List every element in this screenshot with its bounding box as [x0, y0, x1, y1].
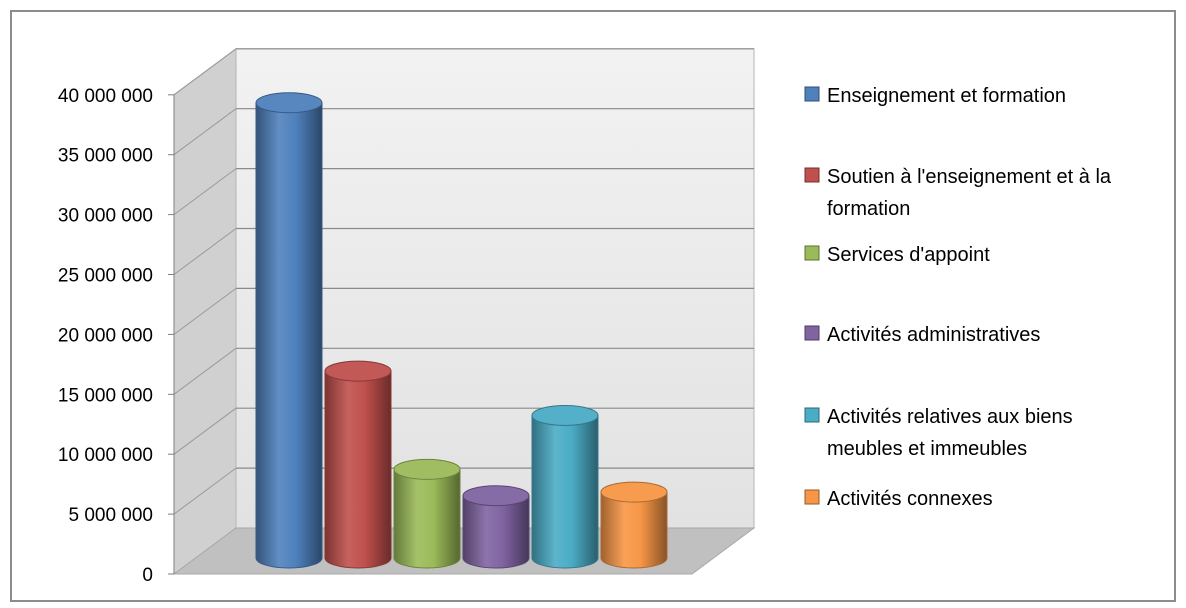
bar-top	[255, 92, 323, 114]
legend-label: formation	[827, 198, 910, 220]
y-axis: 0 5 000 000 10 000 000 15 000 000 20 000 000…	[58, 86, 175, 586]
gridline-side	[173, 48, 237, 96]
bar-body	[324, 370, 392, 569]
legend-swatch	[804, 245, 820, 261]
legend: Enseignement et formation Soutien à l'ens…	[804, 85, 1112, 510]
bar-top	[324, 360, 392, 382]
bar-top	[393, 458, 461, 480]
legend-label: meubles et immeubles	[827, 438, 1027, 460]
y-tick-label: 0	[142, 565, 153, 586]
bar	[393, 458, 461, 569]
y-tick-label: 20 000 000	[58, 325, 153, 346]
y-tick-label: 40 000 000	[58, 86, 153, 107]
y-tick-label: 25 000 000	[58, 266, 153, 287]
legend-label: Activités relatives aux biens	[827, 406, 1073, 428]
legend-item: Enseignement et formation	[804, 85, 1066, 107]
y-tick-label: 30 000 000	[58, 206, 153, 227]
gridline-side	[173, 407, 237, 455]
gridline-side	[173, 228, 237, 275]
legend-item: Activités connexes	[804, 488, 993, 510]
legend-swatch	[804, 86, 820, 102]
gridline-side	[173, 467, 237, 515]
bar-body	[531, 414, 599, 569]
bar	[255, 92, 323, 569]
gridline-side	[173, 287, 237, 335]
bar-top	[462, 485, 530, 507]
legend-item: Soutien à l'enseignement et à la formatio…	[804, 166, 1112, 220]
bar-top	[600, 481, 668, 503]
y-tick-label: 15 000 000	[58, 385, 153, 406]
legend-label: Activités administratives	[827, 324, 1040, 346]
legend-item: Activités relatives aux biens meubles et …	[804, 406, 1073, 460]
bars	[255, 92, 668, 569]
legend-item: Services d'appoint	[804, 244, 990, 266]
gridline-side	[173, 347, 237, 395]
bar	[324, 360, 392, 569]
gridline-side	[173, 168, 237, 216]
y-tick-label: 5 000 000	[68, 505, 153, 526]
legend-label: Activités connexes	[827, 488, 993, 510]
bar	[600, 481, 668, 569]
bar-body	[462, 495, 530, 569]
legend-label: Services d'appoint	[827, 244, 990, 266]
legend-swatch	[804, 167, 820, 183]
legend-item: Activités administratives	[804, 324, 1040, 346]
bar-body	[600, 491, 668, 569]
bar	[462, 485, 530, 569]
y-tick-label: 10 000 000	[58, 445, 153, 466]
bar-body	[393, 468, 461, 569]
legend-swatch	[804, 407, 820, 423]
legend-label: Enseignement et formation	[827, 85, 1066, 107]
legend-swatch	[804, 325, 820, 341]
legend-label: Soutien à l'enseignement et à la	[827, 166, 1112, 188]
y-tick-label: 35 000 000	[58, 146, 153, 167]
legend-swatch	[804, 489, 820, 505]
bar	[531, 404, 599, 569]
bar-top	[531, 404, 599, 426]
bar-body	[255, 102, 323, 569]
gridline-side	[173, 108, 237, 156]
